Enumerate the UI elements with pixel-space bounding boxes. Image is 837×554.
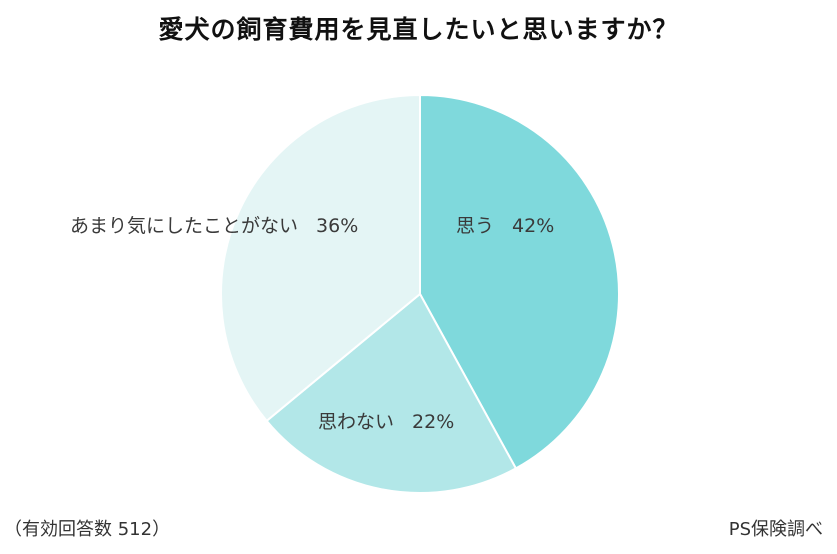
slice-amari-kinishitakoto-ganai-value: 36% xyxy=(316,215,358,237)
chart-title: 愛犬の飼育費用を見直したいと思いますか？ xyxy=(158,15,679,44)
slice-omowanai xyxy=(265,292,518,494)
slice-omou xyxy=(419,93,620,470)
sample-size-note: （有効回答数 512） xyxy=(4,519,171,540)
slice-amari-kinishitakoto-ganai-label: あまり気にしたことがない 36% xyxy=(70,215,358,237)
slice-omou-category: 思う xyxy=(456,215,494,237)
pie-labels: 思う 42% 思わない 22% あまり気にしたことがない 36% xyxy=(70,215,554,433)
slice-omou-value: 42% xyxy=(512,215,554,237)
pie-slices xyxy=(220,93,620,494)
slice-amari-kinishitakoto-ganai xyxy=(220,93,421,423)
slice-omou-label: 思う 42% xyxy=(456,215,554,237)
source-note: PS保険調べ xyxy=(728,519,823,540)
slice-amari-kinishitakoto-ganai-category: あまり気にしたことがない xyxy=(70,215,298,237)
slice-omowanai-label: 思わない 22% xyxy=(318,411,454,433)
slice-omowanai-category: 思わない xyxy=(318,411,394,433)
slice-omowanai-value: 22% xyxy=(412,411,454,433)
